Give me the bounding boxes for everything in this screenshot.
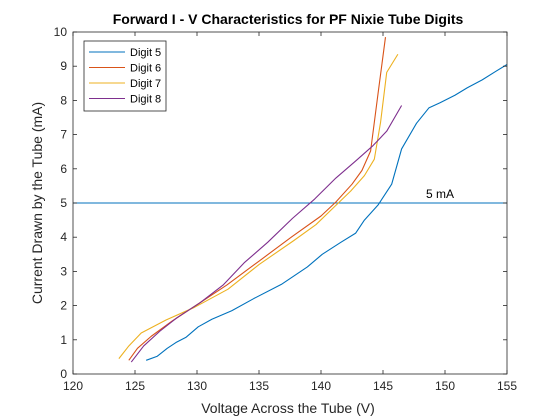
legend-entry-label: Digit 8 — [130, 94, 161, 106]
legend-entry-label: Digit 5 — [130, 47, 161, 59]
x-tick-label: 150 — [435, 379, 455, 393]
x-tick-label: 145 — [373, 379, 393, 393]
y-tick-label: 7 — [60, 128, 67, 142]
y-tick-label: 3 — [60, 264, 67, 278]
x-tick-label: 155 — [497, 379, 517, 393]
chart-title: Forward I - V Characteristics for PF Nix… — [113, 11, 464, 27]
x-tick-label: 125 — [125, 379, 145, 393]
x-tick-label: 130 — [187, 379, 207, 393]
series-line-4 — [130, 105, 403, 363]
y-axis-label: Current Drawn by the Tube (mA) — [29, 102, 45, 304]
x-tick-label: 135 — [249, 379, 269, 393]
y-tick-label: 1 — [60, 333, 67, 347]
y-tick-label: 5 — [60, 196, 67, 210]
legend-entry-label: Digit 7 — [130, 78, 161, 90]
series-line-1 — [145, 64, 508, 361]
reference-line-label: 5 mA — [426, 187, 454, 201]
x-axis-label: Voltage Across the Tube (V) — [201, 400, 375, 416]
y-tick-label: 8 — [60, 93, 67, 107]
x-tick-label: 120 — [63, 379, 83, 393]
y-tick-label: 4 — [60, 230, 67, 244]
legend-entry-label: Digit 6 — [130, 63, 161, 75]
y-tick-label: 9 — [60, 59, 67, 73]
x-tick-label: 140 — [311, 379, 331, 393]
y-tick-label: 2 — [60, 299, 67, 313]
series-line-2 — [128, 37, 387, 361]
y-tick-label: 10 — [54, 25, 68, 39]
y-tick-label: 0 — [60, 367, 67, 381]
legend-box — [83, 40, 167, 112]
y-tick-label: 6 — [60, 162, 67, 176]
